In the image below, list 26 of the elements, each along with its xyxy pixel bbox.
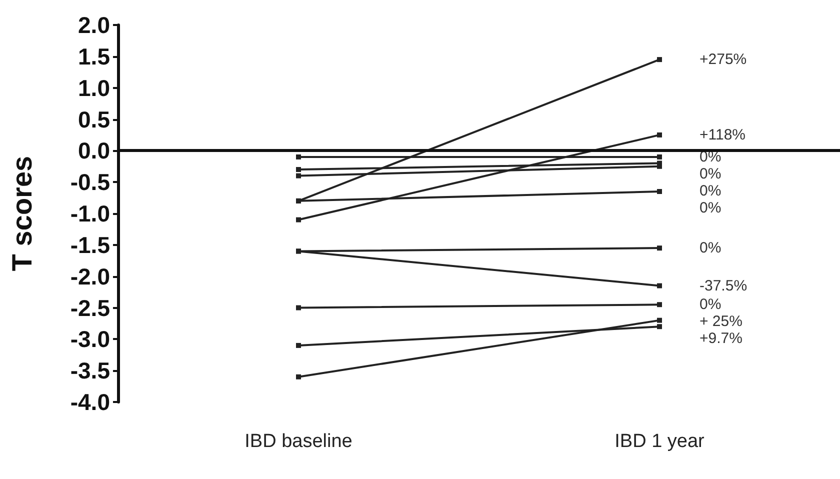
y-tick-label: 1.0 xyxy=(78,74,110,101)
x-tick-label: IBD 1 year xyxy=(614,431,706,452)
y-tick-label: -0.5 xyxy=(70,169,110,196)
annotation: +275% xyxy=(700,51,747,68)
y-tick-label: -3.5 xyxy=(70,358,110,384)
y-tick-label: -2.0 xyxy=(70,263,110,290)
annotation: -37.5% xyxy=(700,277,748,294)
y-tick-label: 0.0 xyxy=(78,138,110,164)
y-axis-title: T scores xyxy=(6,156,38,272)
annotation: +118% xyxy=(700,126,746,144)
x-tick-label: IBD baseline xyxy=(244,431,352,452)
annotation: 0% xyxy=(700,165,722,182)
annotation: 0% xyxy=(700,296,722,314)
y-tick-label: 1.5 xyxy=(78,43,110,70)
y-tick-label: -2.5 xyxy=(70,294,110,321)
y-tick-label: -1.0 xyxy=(70,200,110,226)
y-tick-label: -4.0 xyxy=(70,389,110,415)
annotation: 0% xyxy=(700,199,722,216)
annotation: + 25% xyxy=(700,313,742,330)
annotation: +9.7% xyxy=(700,330,742,348)
y-tick-label: -1.5 xyxy=(70,232,110,258)
annotation: 0% xyxy=(700,182,722,200)
y-tick-label: 0.5 xyxy=(78,106,110,132)
y-tick-label: 2.0 xyxy=(78,12,110,38)
annotation: 0% xyxy=(700,240,722,257)
y-tick-label: -3.0 xyxy=(70,326,110,352)
